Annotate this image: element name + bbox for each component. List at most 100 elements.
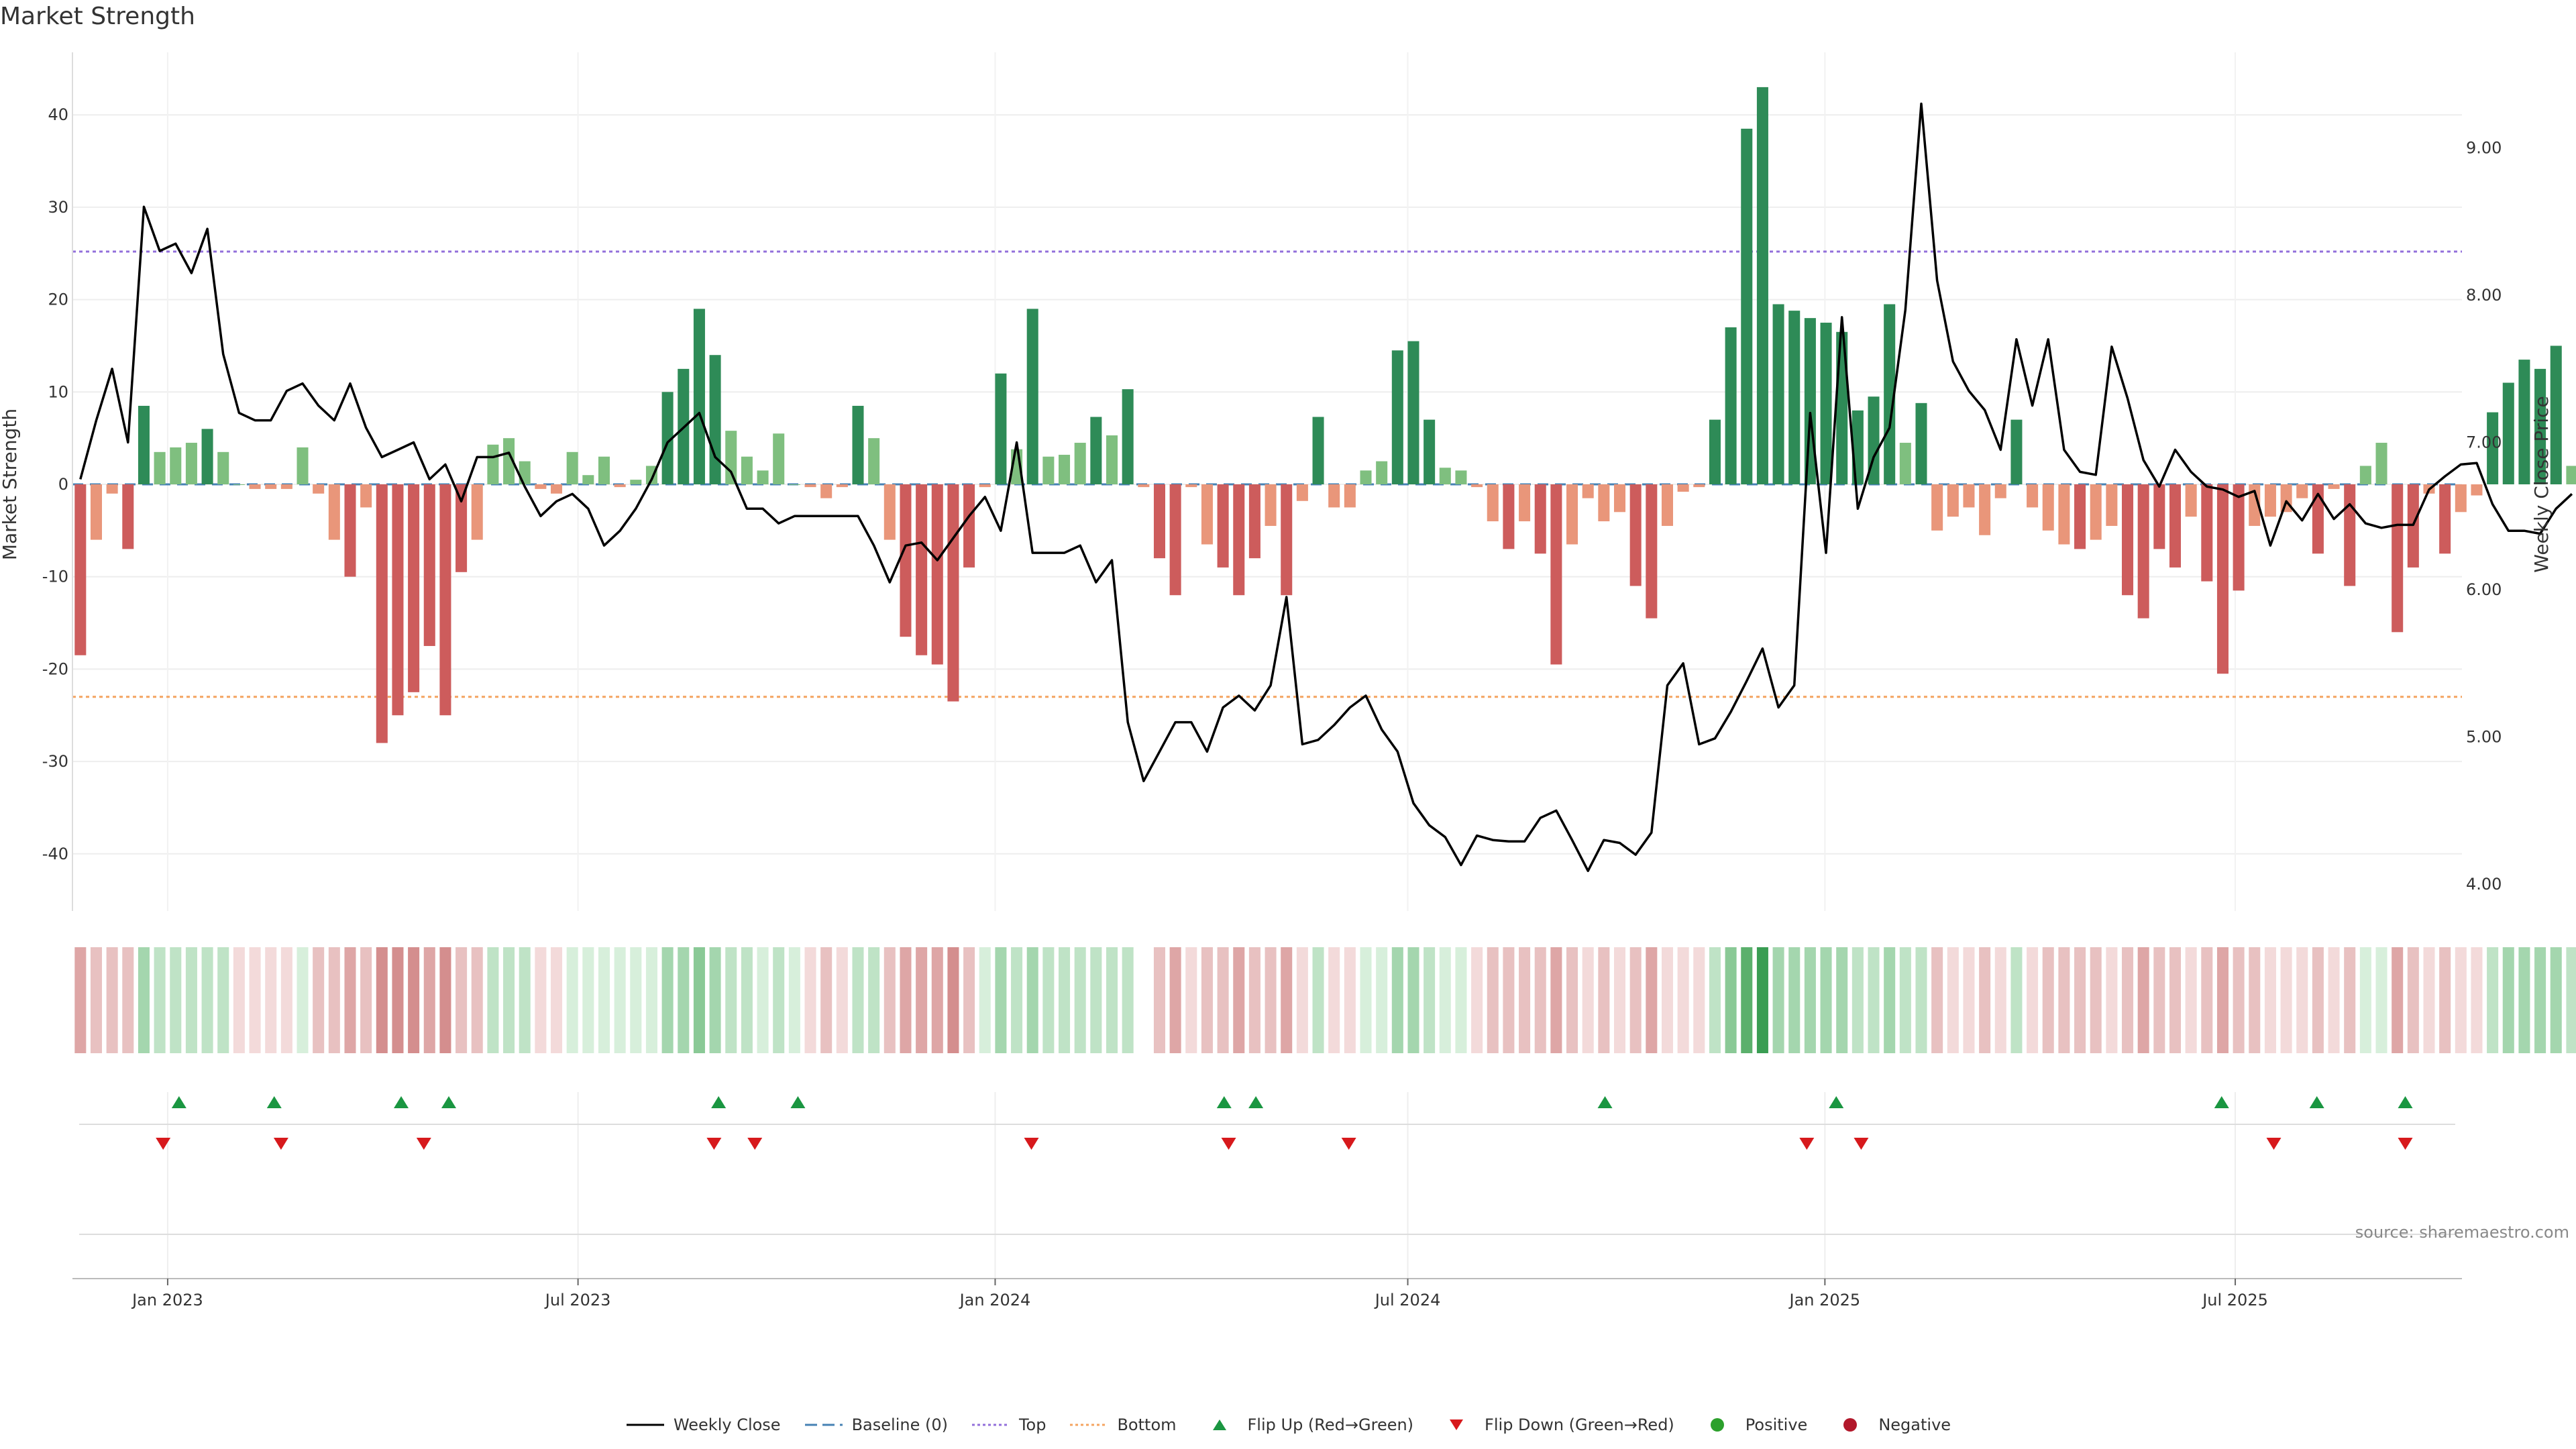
strength-bar <box>392 484 404 716</box>
y-left-tick-label: 0 <box>58 475 68 494</box>
strip-cell <box>2010 947 2023 1053</box>
strength-bar <box>2122 484 2134 596</box>
strip-cell <box>423 947 435 1053</box>
flip-up-marker <box>1248 1096 1264 1108</box>
strip-cell <box>439 947 451 1053</box>
strength-bar <box>185 443 197 484</box>
flip-down-marker <box>273 1138 288 1150</box>
strip-cell <box>170 947 182 1053</box>
flip-markers <box>79 1096 2455 1235</box>
legend-marker-swatch <box>1843 1418 1858 1432</box>
strength-bar <box>1487 484 1499 522</box>
strip-cell <box>1598 947 1610 1053</box>
strip-cell <box>280 947 292 1053</box>
strength-bar <box>1820 323 1832 484</box>
strip-cell <box>455 947 468 1053</box>
strength-bar <box>725 431 737 484</box>
strip-cell <box>2137 947 2149 1053</box>
strength-bar <box>2216 484 2229 674</box>
strip-cell <box>931 947 943 1053</box>
strip-cell <box>376 947 388 1053</box>
strip-cell <box>788 947 800 1053</box>
strength-bar <box>503 438 515 484</box>
x-tick-label: Jul 2023 <box>544 1291 611 1309</box>
strength-bar <box>2106 484 2118 526</box>
strength-bar <box>1042 456 1055 484</box>
strength-bar <box>630 480 642 484</box>
strip-cell <box>1487 947 1499 1053</box>
strip-cell <box>1424 947 1436 1053</box>
strength-bar <box>1804 318 1816 484</box>
strength-bar <box>2153 484 2165 549</box>
legend-label: Weekly Close <box>673 1415 781 1434</box>
strength-bar <box>614 484 626 488</box>
strength-bar <box>265 484 277 489</box>
strip-cell <box>1011 947 1023 1053</box>
strip-cell <box>1391 947 1403 1053</box>
legend-label: Baseline (0) <box>851 1415 948 1434</box>
strip-cell <box>1153 947 1165 1053</box>
strength-bar <box>757 470 769 484</box>
x-tick-label: Jan 2023 <box>131 1291 203 1309</box>
strip-cell <box>1185 947 1197 1053</box>
strip-cell <box>582 947 594 1053</box>
strip-cell <box>1868 947 1880 1053</box>
strength-bar <box>1138 484 1150 488</box>
axes: -40 -30 -20 -10 0 10 20 30 40 4.00 5.00 6.00 7.00 8.0… <box>0 52 2553 911</box>
strip-cell <box>1899 947 1911 1053</box>
flip-down-marker <box>2398 1138 2413 1150</box>
strength-bar <box>2328 484 2340 489</box>
strength-bar <box>979 484 991 488</box>
strength-bar <box>122 484 134 549</box>
legend-item-negative: Negative <box>1830 1415 1951 1434</box>
legend-swatch <box>1070 1424 1108 1426</box>
strip-cell <box>408 947 420 1053</box>
strip-cell <box>2058 947 2070 1053</box>
strip-cell <box>185 947 197 1053</box>
strip-cell <box>1328 947 1340 1053</box>
strength-heat-strip <box>74 947 2576 1053</box>
strip-cell <box>2328 947 2340 1053</box>
strip-cell <box>566 947 578 1053</box>
strength-bar <box>2518 360 2530 484</box>
y-right-tick-label: 5.00 <box>2466 728 2502 747</box>
strength-bar <box>1328 484 1340 508</box>
chart-title: Market Strength <box>0 3 195 30</box>
strength-bar <box>773 433 785 484</box>
legend-swatch <box>626 1424 664 1426</box>
legend-label: Positive <box>1745 1415 1808 1434</box>
strength-bar <box>74 484 87 655</box>
strength-bar <box>1519 484 1531 522</box>
strip-cell <box>1407 947 1419 1053</box>
strength-bar <box>995 373 1007 484</box>
source-label: source: sharemaestro.com <box>2355 1223 2569 1242</box>
strip-cell <box>1217 947 1229 1053</box>
strip-cell <box>328 947 340 1053</box>
strip-cell <box>1534 947 1546 1053</box>
strength-bar <box>582 475 594 484</box>
strip-cell <box>535 947 547 1053</box>
strength-bar <box>1265 484 1277 526</box>
strip-cell <box>2534 947 2546 1053</box>
strip-cell <box>630 947 642 1053</box>
strength-bar <box>2264 484 2276 517</box>
strength-bar <box>1090 417 1102 484</box>
flip-up-marker <box>2309 1096 2324 1108</box>
strength-bar <box>423 484 435 646</box>
strip-cell <box>471 947 483 1053</box>
strip-cell <box>2264 947 2276 1053</box>
strength-bar <box>297 447 309 484</box>
legend-label: Top <box>1018 1415 1046 1434</box>
flip-up-marker <box>1597 1096 1613 1108</box>
strength-bar <box>1026 309 1038 484</box>
flip-up-marker <box>2398 1096 2413 1108</box>
strength-bar <box>2027 484 2039 508</box>
strength-bar <box>439 484 451 716</box>
strip-cell <box>883 947 896 1053</box>
strength-bar <box>313 484 325 494</box>
strip-cell <box>1963 947 1975 1053</box>
strength-bar <box>598 456 610 484</box>
strip-cell <box>90 947 103 1053</box>
strip-cell <box>1312 947 1324 1053</box>
strip-cell <box>947 947 959 1053</box>
